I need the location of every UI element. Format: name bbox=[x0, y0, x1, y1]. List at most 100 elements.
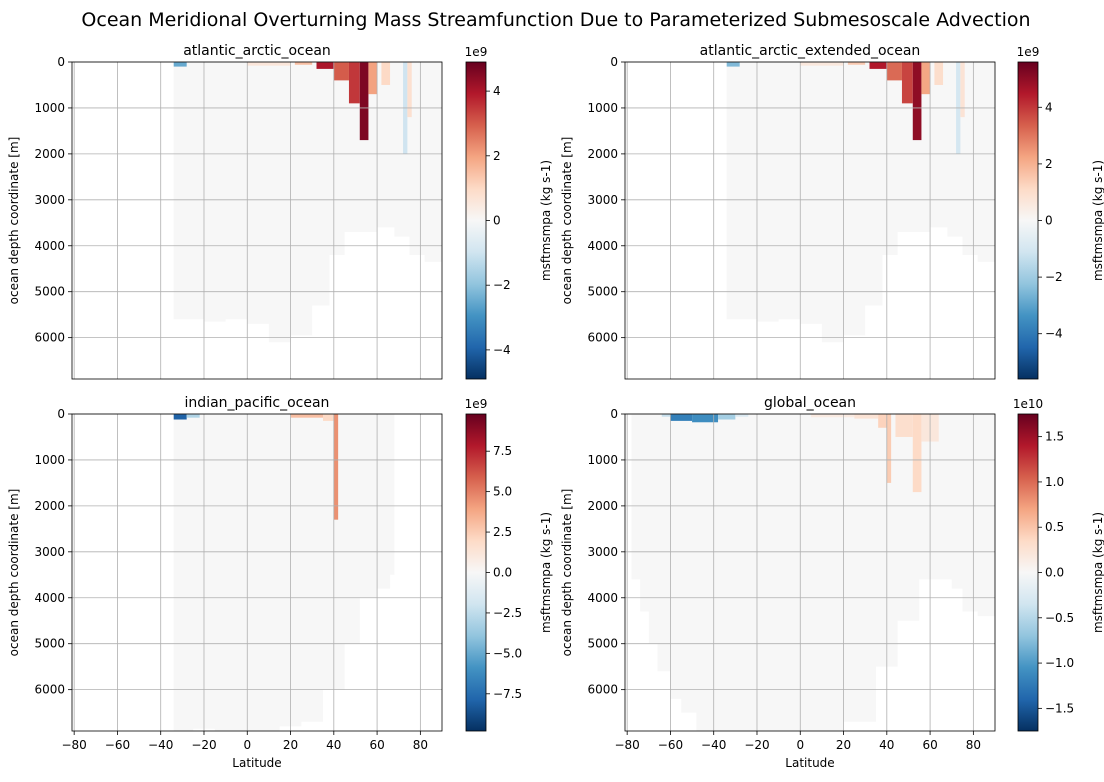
x-tick-label: 20 bbox=[836, 738, 851, 752]
colorbar-tick-label: 1.5 bbox=[1045, 430, 1064, 444]
colorbar-tick-label: −2.5 bbox=[493, 606, 522, 620]
axes-frame bbox=[624, 413, 996, 732]
colorbar-tick-label: 0 bbox=[1045, 214, 1053, 228]
streamfunction-cell bbox=[692, 414, 719, 423]
streamfunction-cell bbox=[934, 62, 944, 85]
x-tick-label: 80 bbox=[966, 738, 981, 752]
streamfunction-cell bbox=[895, 414, 913, 437]
colorbar-tick-label: 7.5 bbox=[493, 444, 512, 458]
y-tick-label: 4000 bbox=[587, 239, 618, 253]
figure-suptitle: Ocean Meridional Overturning Mass Stream… bbox=[81, 9, 1030, 31]
streamfunction-cell bbox=[661, 414, 671, 417]
y-axis-label: ocean depth coordinate [m] bbox=[7, 489, 21, 657]
streamfunction-cell bbox=[960, 62, 965, 118]
x-tick-label: 20 bbox=[283, 738, 298, 752]
x-tick-label: −20 bbox=[191, 738, 216, 752]
streamfunction-cell bbox=[407, 62, 412, 118]
streamfunction-cell bbox=[381, 62, 391, 85]
colorbar-tick-label: −4 bbox=[1045, 327, 1063, 341]
y-tick-label: 1000 bbox=[587, 453, 618, 467]
colorbar-tick-label: 1.0 bbox=[1045, 475, 1064, 489]
colorbar-exponent: 1e9 bbox=[465, 45, 488, 59]
x-axis-label: Latitude bbox=[785, 756, 834, 770]
colorbar-exponent: 1e10 bbox=[1013, 397, 1043, 411]
streamfunction-cell bbox=[718, 414, 736, 420]
panel-global_ocean: global_ocean 0 1000 2000 3000 4000 5000 6000 oce… bbox=[560, 395, 1104, 770]
streamfunction-cell bbox=[348, 62, 360, 104]
streamfunction-cell bbox=[333, 414, 339, 520]
colorbar: −7.5 −5.0 −2.5 0.0 2.5 5.0 7.5 1e9 msftmsmpa (kg… bbox=[465, 397, 553, 732]
streamfunction-cell bbox=[333, 62, 349, 81]
colorbar-label: msftmsmpa (kg s-1) bbox=[539, 512, 553, 633]
grid bbox=[625, 61, 995, 379]
y-tick-label: 6000 bbox=[34, 331, 65, 345]
streamfunction-cell bbox=[359, 62, 369, 141]
y-tick-label: 0 bbox=[610, 55, 618, 69]
ocean-domain bbox=[726, 62, 995, 343]
streamfunction-cell bbox=[322, 414, 334, 421]
colorbar-gradient bbox=[1017, 413, 1039, 732]
grid bbox=[72, 413, 442, 731]
ocean-domain bbox=[631, 414, 995, 731]
streamfunction-cell bbox=[847, 62, 866, 65]
y-tick-label: 5000 bbox=[34, 285, 65, 299]
panel-title: indian_pacific_ocean bbox=[185, 395, 330, 411]
y-tick-label: 3000 bbox=[34, 545, 65, 559]
axes-frame bbox=[71, 61, 443, 380]
panel-title: atlantic_arctic_extended_ocean bbox=[700, 43, 921, 59]
streamfunction-cell bbox=[294, 62, 313, 65]
y-tick-label: 1000 bbox=[587, 101, 618, 115]
colorbar-exponent: 1e9 bbox=[465, 397, 488, 411]
colorbar-tick-label: 2.5 bbox=[493, 525, 512, 539]
x-axis-label: Latitude bbox=[232, 756, 281, 770]
colorbar-tick-label: 4 bbox=[1045, 100, 1053, 114]
y-tick-label: 3000 bbox=[587, 545, 618, 559]
colorbar-tick-label: −4 bbox=[493, 343, 511, 357]
y-tick-label: 4000 bbox=[34, 591, 65, 605]
colorbar-tick-label: 5.0 bbox=[493, 485, 512, 499]
panel-indian_pacific_ocean: indian_pacific_ocean 0 1000 2000 3000 4000 500… bbox=[7, 395, 553, 770]
colorbar-gradient bbox=[1017, 61, 1039, 380]
y-tick-label: 2000 bbox=[587, 147, 618, 161]
colorbar-tick-label: 0.0 bbox=[493, 566, 512, 580]
y-tick-label: 5000 bbox=[34, 637, 65, 651]
streamfunction-cell bbox=[886, 62, 902, 81]
colorbar-label: msftmsmpa (kg s-1) bbox=[1091, 160, 1104, 281]
colorbar-tick-label: −1.0 bbox=[1045, 656, 1074, 670]
streamfunction-cell bbox=[912, 414, 922, 493]
streamfunction-cell bbox=[921, 62, 931, 95]
x-tick-label: 40 bbox=[879, 738, 894, 752]
axes-frame bbox=[624, 61, 996, 380]
x-tick-label: 60 bbox=[369, 738, 384, 752]
streamfunction-cell bbox=[173, 62, 187, 67]
colorbar-tick-label: 4 bbox=[493, 84, 501, 98]
heatmap-field bbox=[173, 414, 395, 731]
heatmap-field bbox=[726, 62, 995, 343]
x-tick-label: −80 bbox=[61, 738, 86, 752]
streamfunction-cell bbox=[186, 414, 200, 418]
colorbar-exponent: 1e9 bbox=[1017, 45, 1040, 59]
streamfunction-cell bbox=[886, 414, 892, 483]
colorbar: −4 −2 0 2 4 1e9 msftmsmpa (kg s-1) bbox=[1017, 45, 1104, 380]
y-tick-label: 6000 bbox=[587, 331, 618, 345]
y-axis-label: ocean depth coordinate [m] bbox=[560, 489, 574, 657]
colorbar-tick-label: 2 bbox=[493, 149, 501, 163]
panel-title: global_ocean bbox=[764, 395, 856, 411]
streamfunction-cell bbox=[368, 62, 378, 95]
y-tick-label: 6000 bbox=[34, 683, 65, 697]
colorbar-tick-label: 0.0 bbox=[1045, 566, 1064, 580]
y-tick-label: 5000 bbox=[587, 285, 618, 299]
colorbar-tick-label: −0.5 bbox=[1045, 611, 1074, 625]
y-tick-label: 2000 bbox=[587, 499, 618, 513]
heatmap-field bbox=[631, 414, 995, 731]
streamfunction-cell bbox=[173, 414, 187, 420]
streamfunction-cell bbox=[854, 414, 879, 419]
colorbar-tick-label: 0.5 bbox=[1045, 520, 1064, 534]
x-tick-label: −60 bbox=[658, 738, 683, 752]
y-tick-label: 0 bbox=[610, 407, 618, 421]
streamfunction-cell bbox=[901, 62, 913, 104]
y-tick-label: 2000 bbox=[34, 147, 65, 161]
streamfunction-cell bbox=[912, 62, 922, 141]
panel-atlantic_arctic_ocean: atlantic_arctic_ocean 0 1000 2000 3000 4000 50… bbox=[7, 43, 553, 380]
